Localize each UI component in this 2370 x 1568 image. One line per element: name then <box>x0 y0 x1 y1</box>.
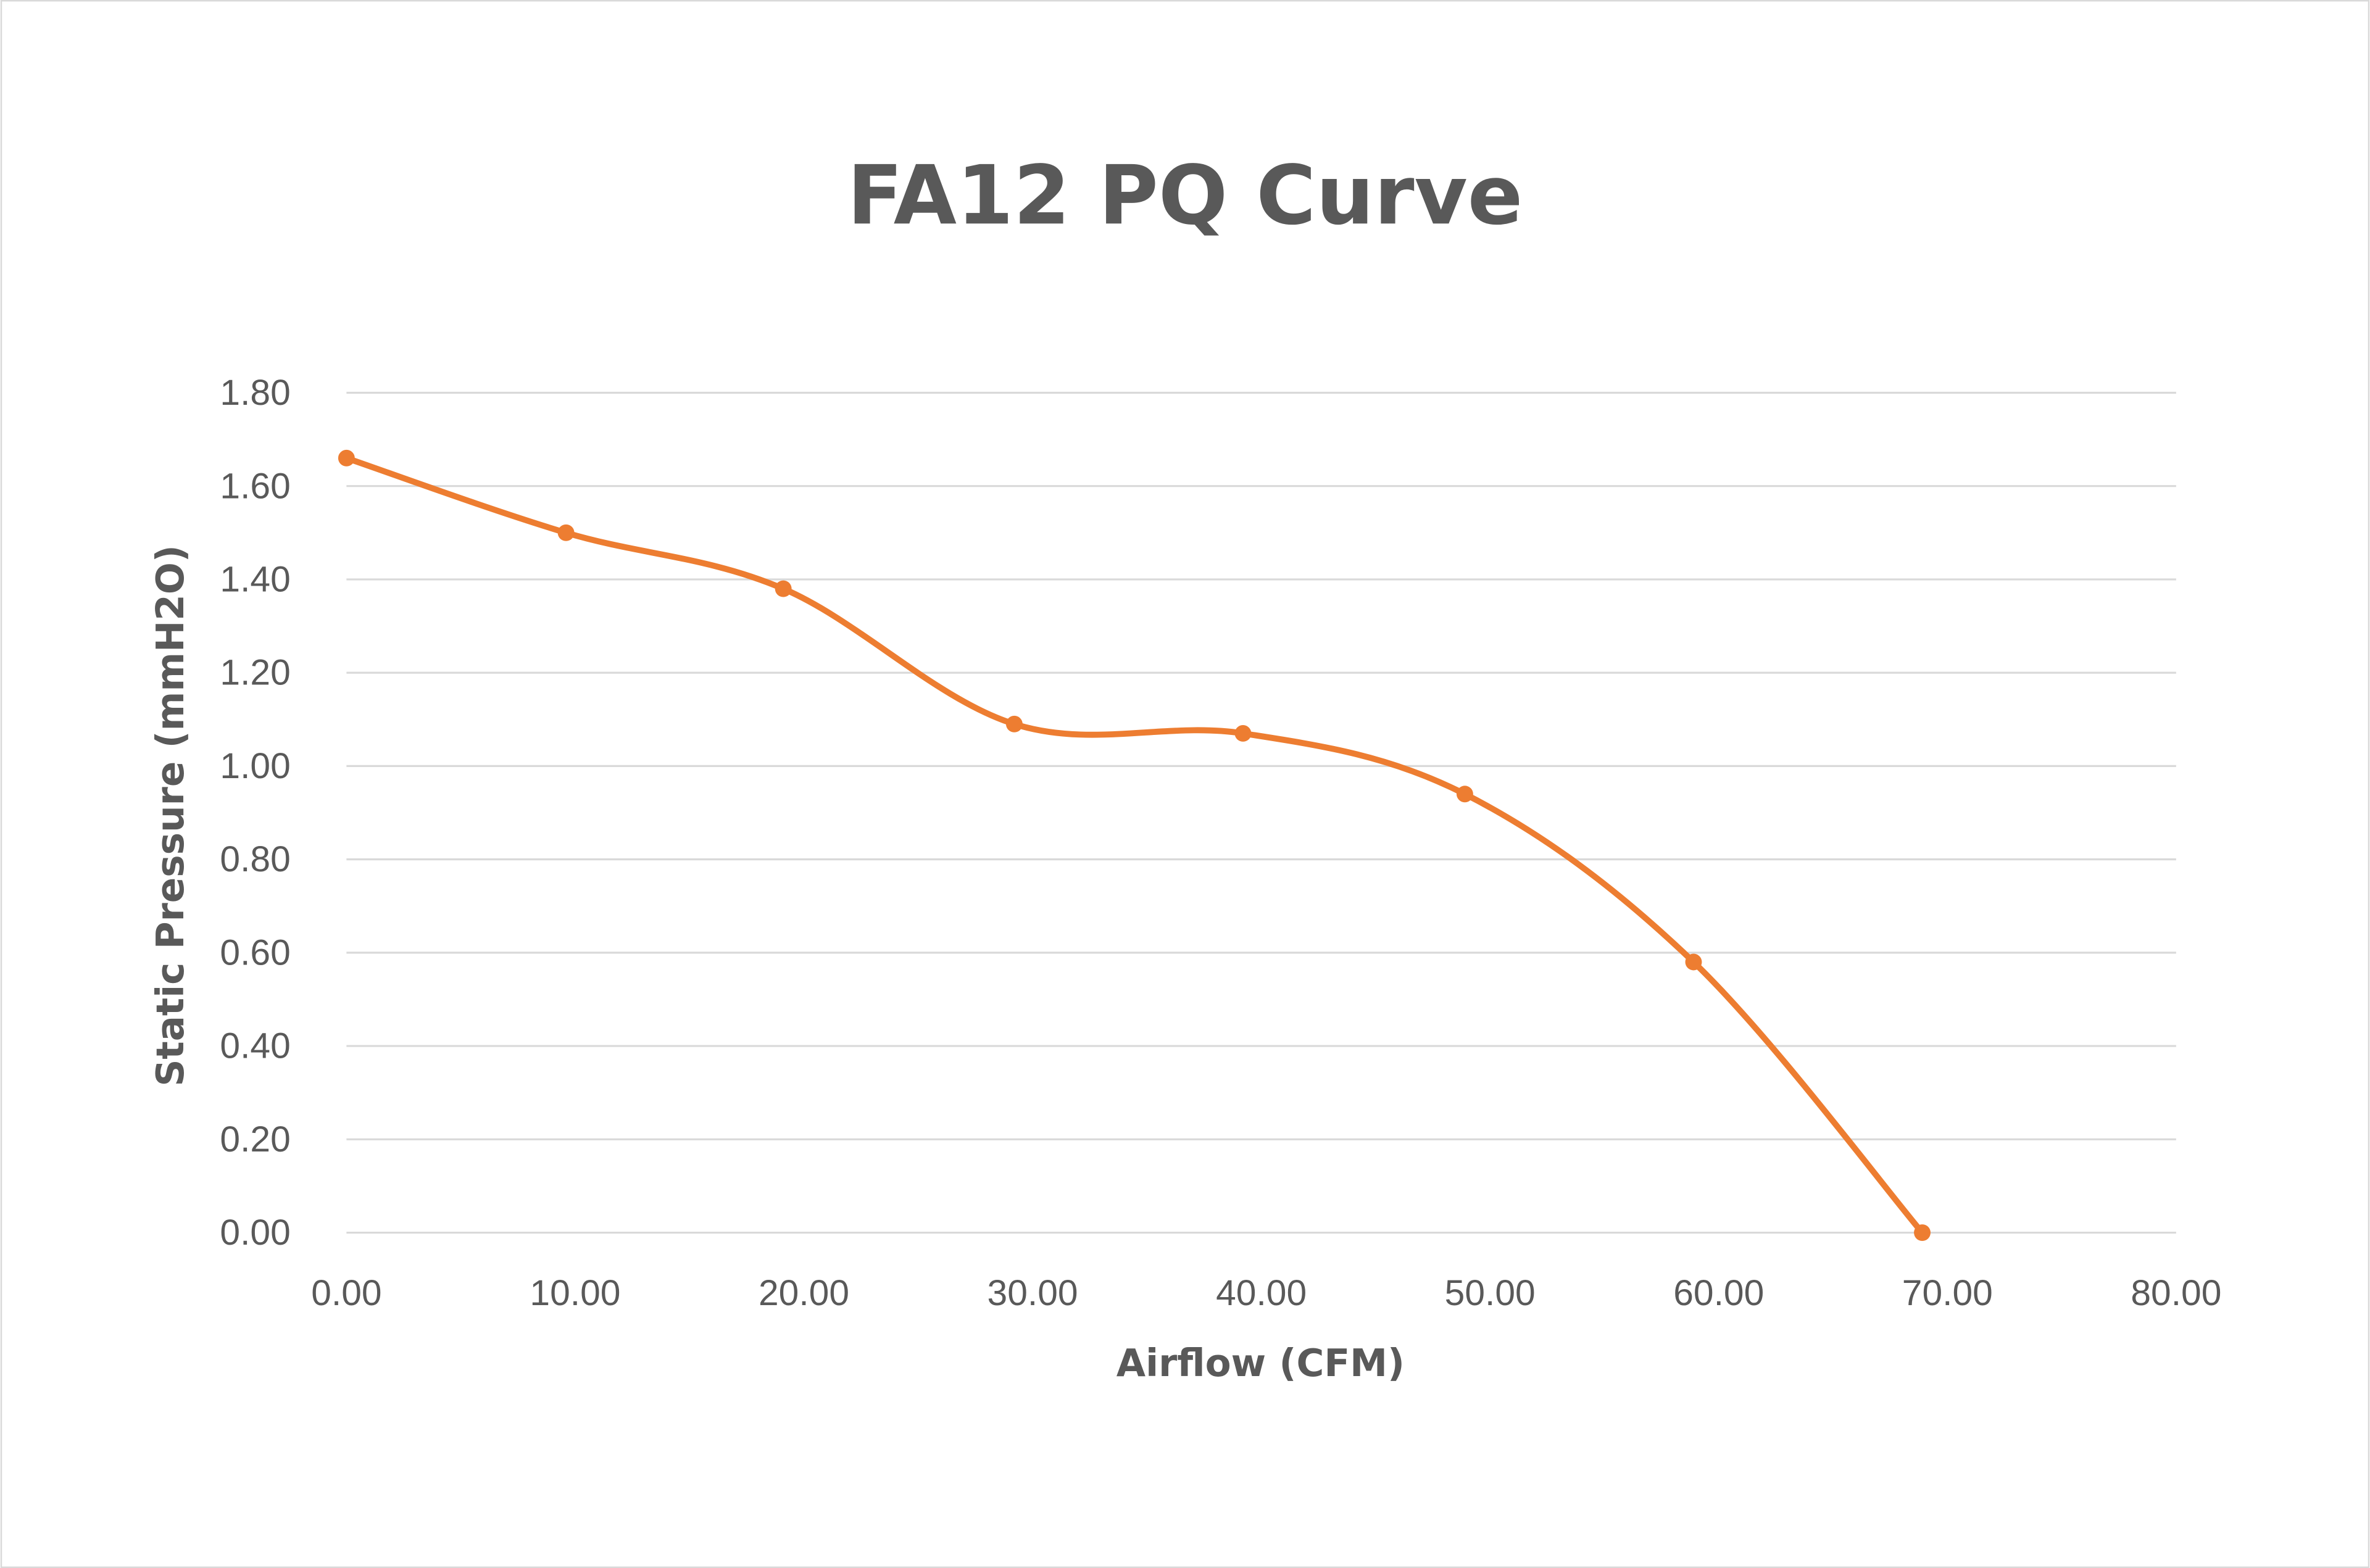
y-tick-label: 1.40 <box>220 560 290 600</box>
y-tick-label: 0.00 <box>220 1213 290 1253</box>
series-fa12 <box>338 449 1931 1242</box>
x-tick-label: 40.00 <box>1216 1273 1307 1313</box>
data-point <box>775 580 792 597</box>
x-tick-label: 30.00 <box>988 1273 1078 1313</box>
y-tick-label: 0.20 <box>220 1119 290 1159</box>
data-point <box>1456 786 1473 803</box>
x-axis-title: Airflow (CFM) <box>1116 1342 1405 1385</box>
y-tick-label: 1.00 <box>220 746 290 786</box>
x-tick-label: 0.00 <box>311 1273 381 1313</box>
x-axis-ticks: 0.00 10.00 20.00 30.00 40.00 50.00 60.00 70.00 8… <box>311 1273 2221 1313</box>
data-point <box>338 449 355 467</box>
gridlines <box>346 391 2176 1234</box>
y-axis-ticks: 0.00 0.20 0.40 0.60 0.80 1.00 1.20 1.40 1.60 1.80 <box>220 373 290 1253</box>
x-tick-label: 80.00 <box>2131 1273 2221 1313</box>
y-tick-label: 0.80 <box>220 839 290 879</box>
data-point <box>1685 953 1702 971</box>
y-tick-label: 1.60 <box>220 466 290 506</box>
x-tick-label: 60.00 <box>1673 1273 1764 1313</box>
x-tick-label: 50.00 <box>1445 1273 1536 1313</box>
data-point <box>1914 1224 1931 1242</box>
y-axis-title: Static Pressure (mmH2O) <box>149 545 193 1087</box>
x-tick-label: 70.00 <box>1902 1273 1993 1313</box>
x-tick-label: 10.00 <box>530 1273 620 1313</box>
x-tick-label: 20.00 <box>759 1273 849 1313</box>
y-tick-label: 1.20 <box>220 653 290 693</box>
data-point <box>1234 725 1252 742</box>
chart-title: FA12 PQ Curve <box>847 148 1523 243</box>
y-tick-label: 0.60 <box>220 932 290 973</box>
data-point <box>1005 715 1023 732</box>
y-tick-label: 1.80 <box>220 373 290 413</box>
data-point <box>557 524 575 541</box>
y-tick-label: 0.40 <box>220 1026 290 1066</box>
